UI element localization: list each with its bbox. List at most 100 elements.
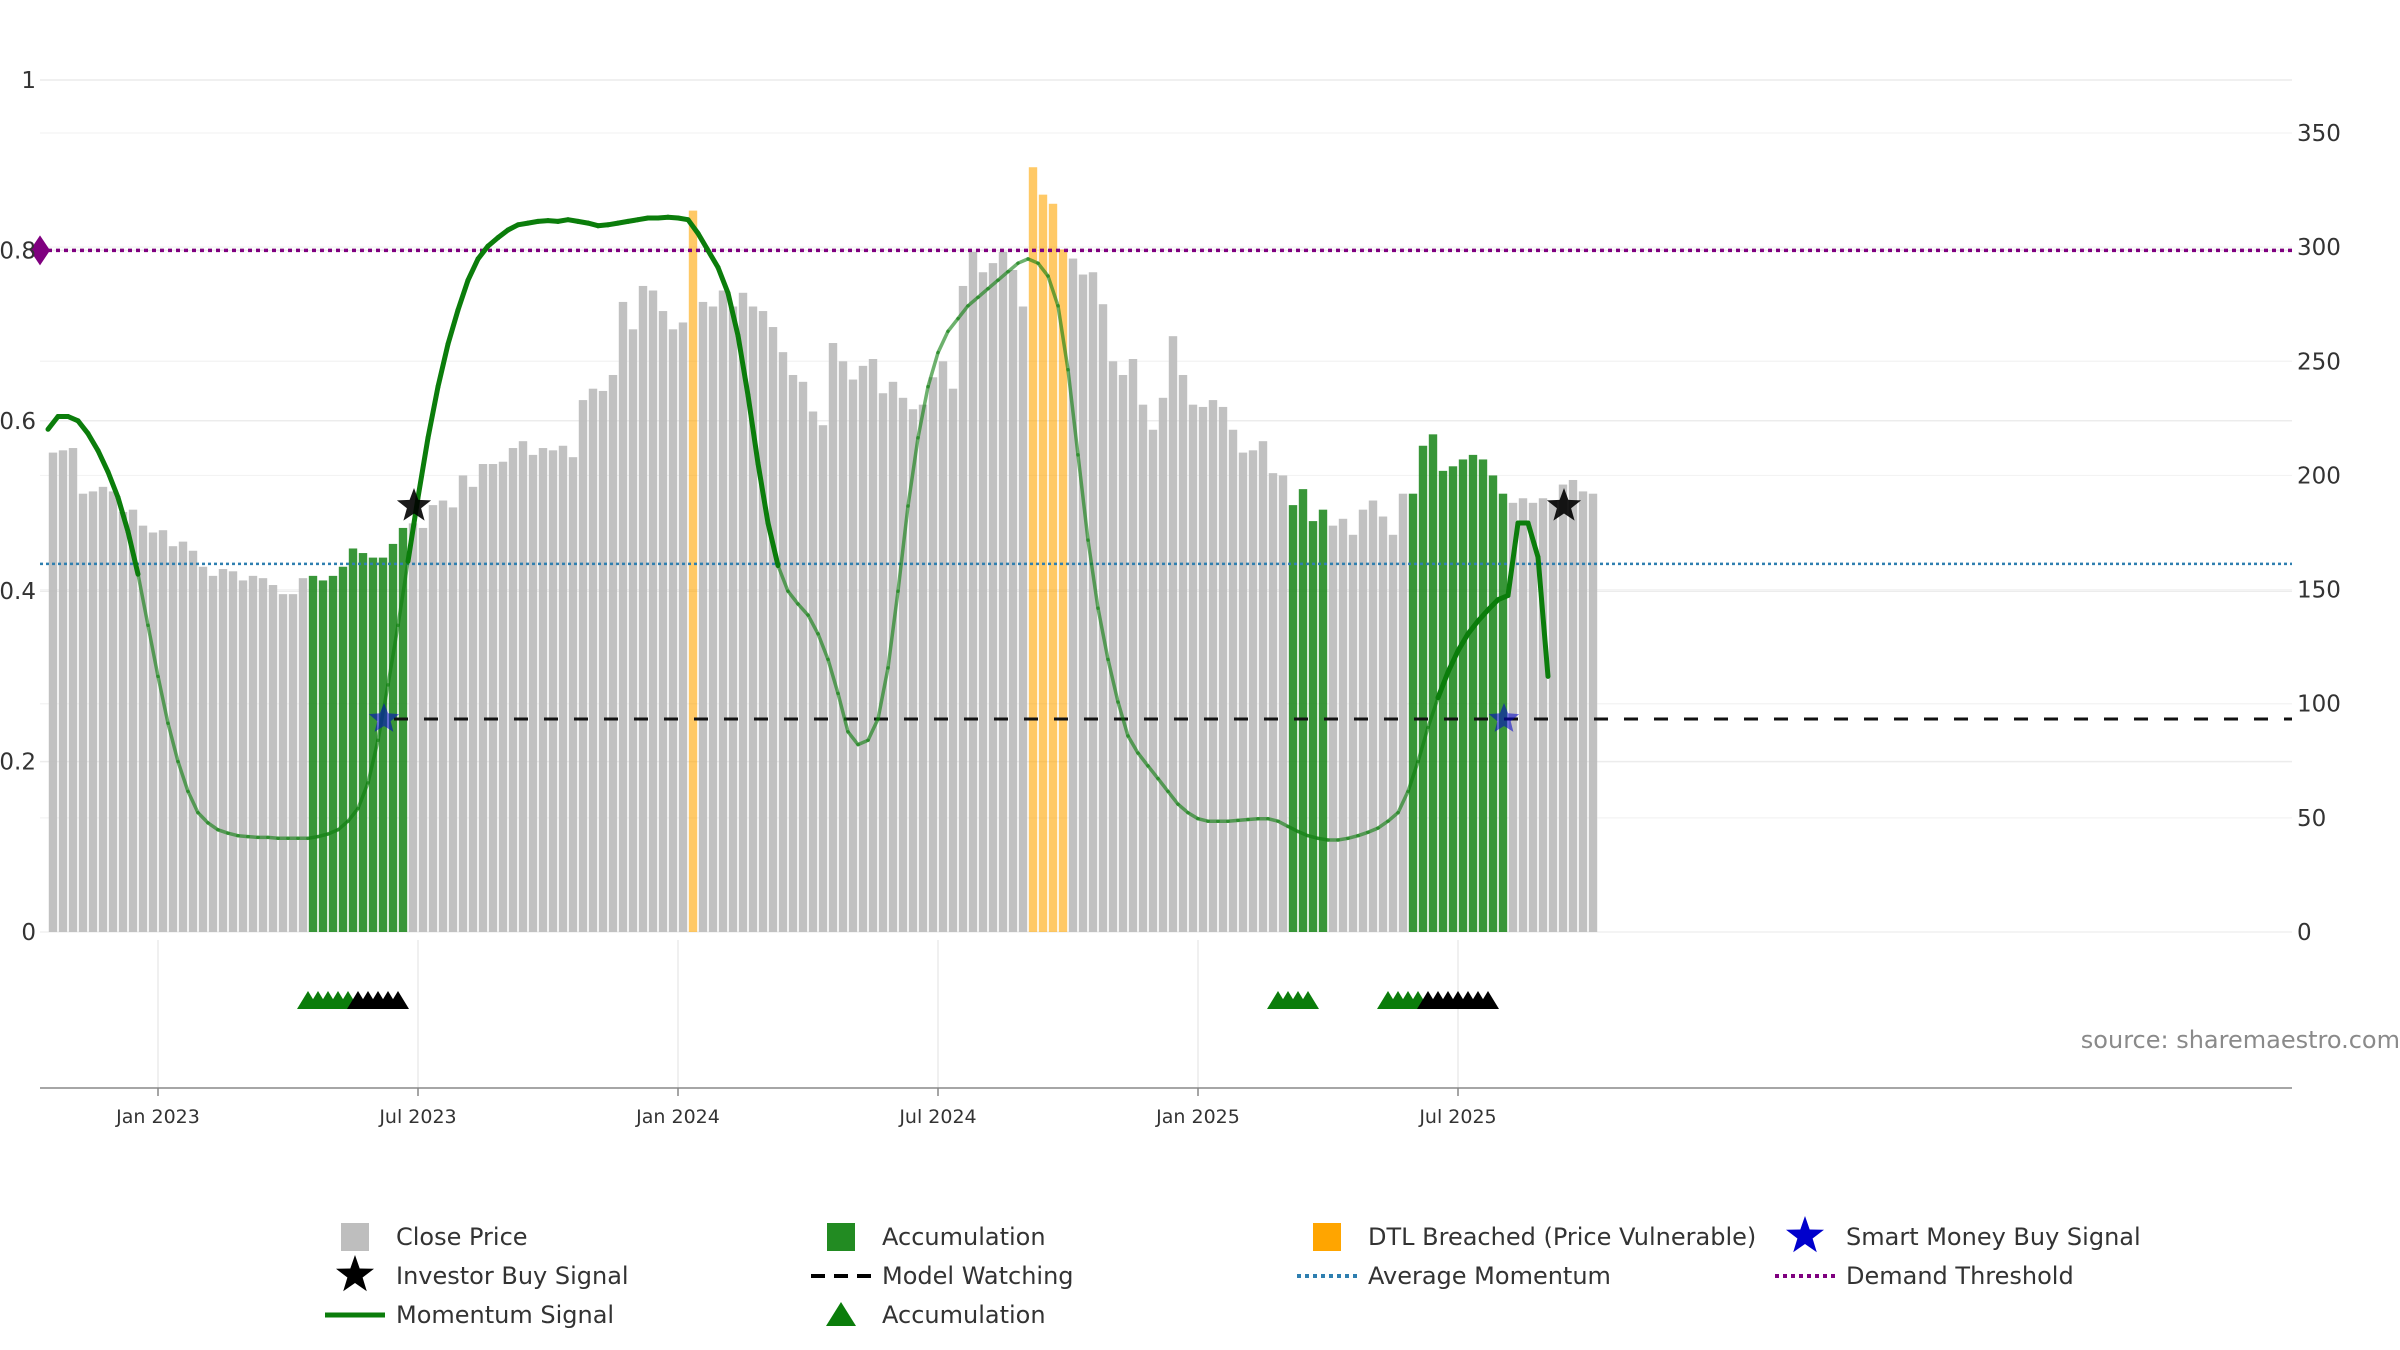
close-price-bar <box>1268 473 1278 932</box>
close-price-bar <box>498 461 508 932</box>
momentum-signal-segment <box>946 316 960 334</box>
momentum-signal-segment <box>906 436 920 508</box>
momentum-signal-segment <box>866 717 880 743</box>
close-price-bar <box>298 578 308 932</box>
close-price-bar <box>1018 306 1028 932</box>
momentum-signal-segment <box>1086 538 1100 610</box>
momentum-signal-segment <box>1445 648 1461 675</box>
close-price-bar <box>1388 534 1398 932</box>
close-price-bar <box>1068 258 1078 932</box>
left-axis-tick-label: 0.4 <box>0 579 36 605</box>
x-axis-tick-label: Jan 2023 <box>115 1106 200 1128</box>
close-price-bar <box>138 525 148 932</box>
dtl-breached-bar <box>688 210 698 932</box>
close-price-bar <box>818 425 828 932</box>
momentum-signal-segment <box>366 738 380 785</box>
close-price-bar <box>1238 452 1248 932</box>
momentum-signal-line <box>45 214 1551 842</box>
left-axis-tick-label: 1 <box>21 68 36 94</box>
close-price-bar <box>1168 336 1178 932</box>
momentum-signal-segment <box>1056 304 1070 372</box>
close-price-bar <box>78 493 88 932</box>
close-price-bar <box>518 441 528 932</box>
close-price-bar <box>268 585 278 932</box>
close-price-bar <box>1128 359 1138 932</box>
close-price-bar <box>248 575 258 932</box>
legend-label: Momentum Signal <box>396 1301 614 1329</box>
momentum-signal-segment <box>725 290 741 339</box>
close-price-bar <box>1228 429 1238 932</box>
momentum-signal-segment <box>336 819 350 832</box>
accumulation-bar <box>1288 505 1298 932</box>
momentum-signal-segment <box>445 307 461 347</box>
close-price-bar <box>408 523 418 932</box>
momentum-signal-segment <box>1046 274 1060 308</box>
momentum-signal-segment <box>1535 554 1551 679</box>
close-price-bar <box>218 569 228 932</box>
buy-signals <box>368 488 1582 732</box>
close-price-bar <box>488 464 498 932</box>
close-price-bar <box>1578 491 1588 932</box>
close-price-bar <box>1368 500 1378 932</box>
close-price-bar <box>778 352 788 932</box>
momentum-signal-segment <box>1106 657 1120 704</box>
investor-buy-signal-icon <box>396 488 432 521</box>
momentum-signal-segment <box>1146 764 1160 781</box>
momentum-signal-segment <box>1286 824 1300 834</box>
source-label: source: sharemaestro.com <box>2081 1026 2400 1054</box>
right-axis-tick-label: 200 <box>2297 463 2341 489</box>
close-price-bar <box>238 580 248 932</box>
momentum-signal-segment <box>685 217 701 236</box>
legend-square-icon <box>341 1223 369 1251</box>
close-price-bar <box>1338 518 1348 932</box>
close-price-bar <box>748 306 758 932</box>
x-axis-tick-label: Jul 2025 <box>1418 1106 1496 1128</box>
close-price-bar <box>448 507 458 932</box>
legend-star-icon <box>336 1255 374 1292</box>
momentum-signal-segment <box>346 806 360 823</box>
momentum-signal-segment <box>846 730 860 747</box>
x-axis-tick-label: Jul 2023 <box>378 1106 456 1128</box>
accumulation-bar <box>348 548 358 932</box>
close-price-bar <box>128 509 138 932</box>
accumulation-bar <box>1468 454 1478 932</box>
accumulation-triangle-icon <box>1297 991 1319 1009</box>
momentum-signal-segment <box>1426 695 1440 730</box>
momentum-signal-segment <box>105 469 121 500</box>
momentum-signal-segment <box>1136 751 1150 768</box>
momentum-signal-segment <box>1366 826 1380 835</box>
legend-square-icon <box>1313 1223 1341 1251</box>
close-price-bar <box>718 290 728 932</box>
left-axis-tick-label: 0.6 <box>0 409 36 435</box>
momentum-signal-segment <box>356 781 370 811</box>
legend-label: Smart Money Buy Signal <box>1846 1223 2141 1251</box>
accumulation-bar <box>1458 459 1468 932</box>
close-price-bar <box>148 532 158 932</box>
momentum-signal-segment <box>1006 261 1020 274</box>
close-price-bar <box>968 251 978 932</box>
legend-star-icon <box>1786 1216 1824 1253</box>
accumulation-bar <box>1428 434 1438 932</box>
close-price-bar <box>1398 493 1408 932</box>
legend-item: Accumulation <box>827 1223 1046 1251</box>
close-price-bar <box>948 388 958 932</box>
close-price-bar <box>58 450 68 932</box>
investor-buy-signal-icon <box>1546 488 1582 521</box>
right-axis-tick-label: 150 <box>2297 578 2341 604</box>
momentum-signal-segment <box>425 384 441 441</box>
close-price-bar <box>1528 502 1538 932</box>
left-axis-tick-label: 0.2 <box>0 750 36 776</box>
momentum-signal-segment <box>956 304 970 321</box>
accumulation-bar <box>368 557 378 932</box>
close-price-bar <box>198 566 208 932</box>
momentum-signal-segment <box>896 504 910 593</box>
close-price-bar <box>188 550 198 932</box>
momentum-signal-segment <box>1505 520 1521 598</box>
momentum-signal-segment <box>705 247 721 270</box>
close-price-bar <box>108 491 118 932</box>
momentum-signal-segment <box>1026 257 1040 265</box>
demand-threshold-marker <box>30 235 50 266</box>
close-price-bar <box>548 450 558 932</box>
close-price-bar <box>758 311 768 932</box>
close-price-bar <box>1218 406 1228 932</box>
